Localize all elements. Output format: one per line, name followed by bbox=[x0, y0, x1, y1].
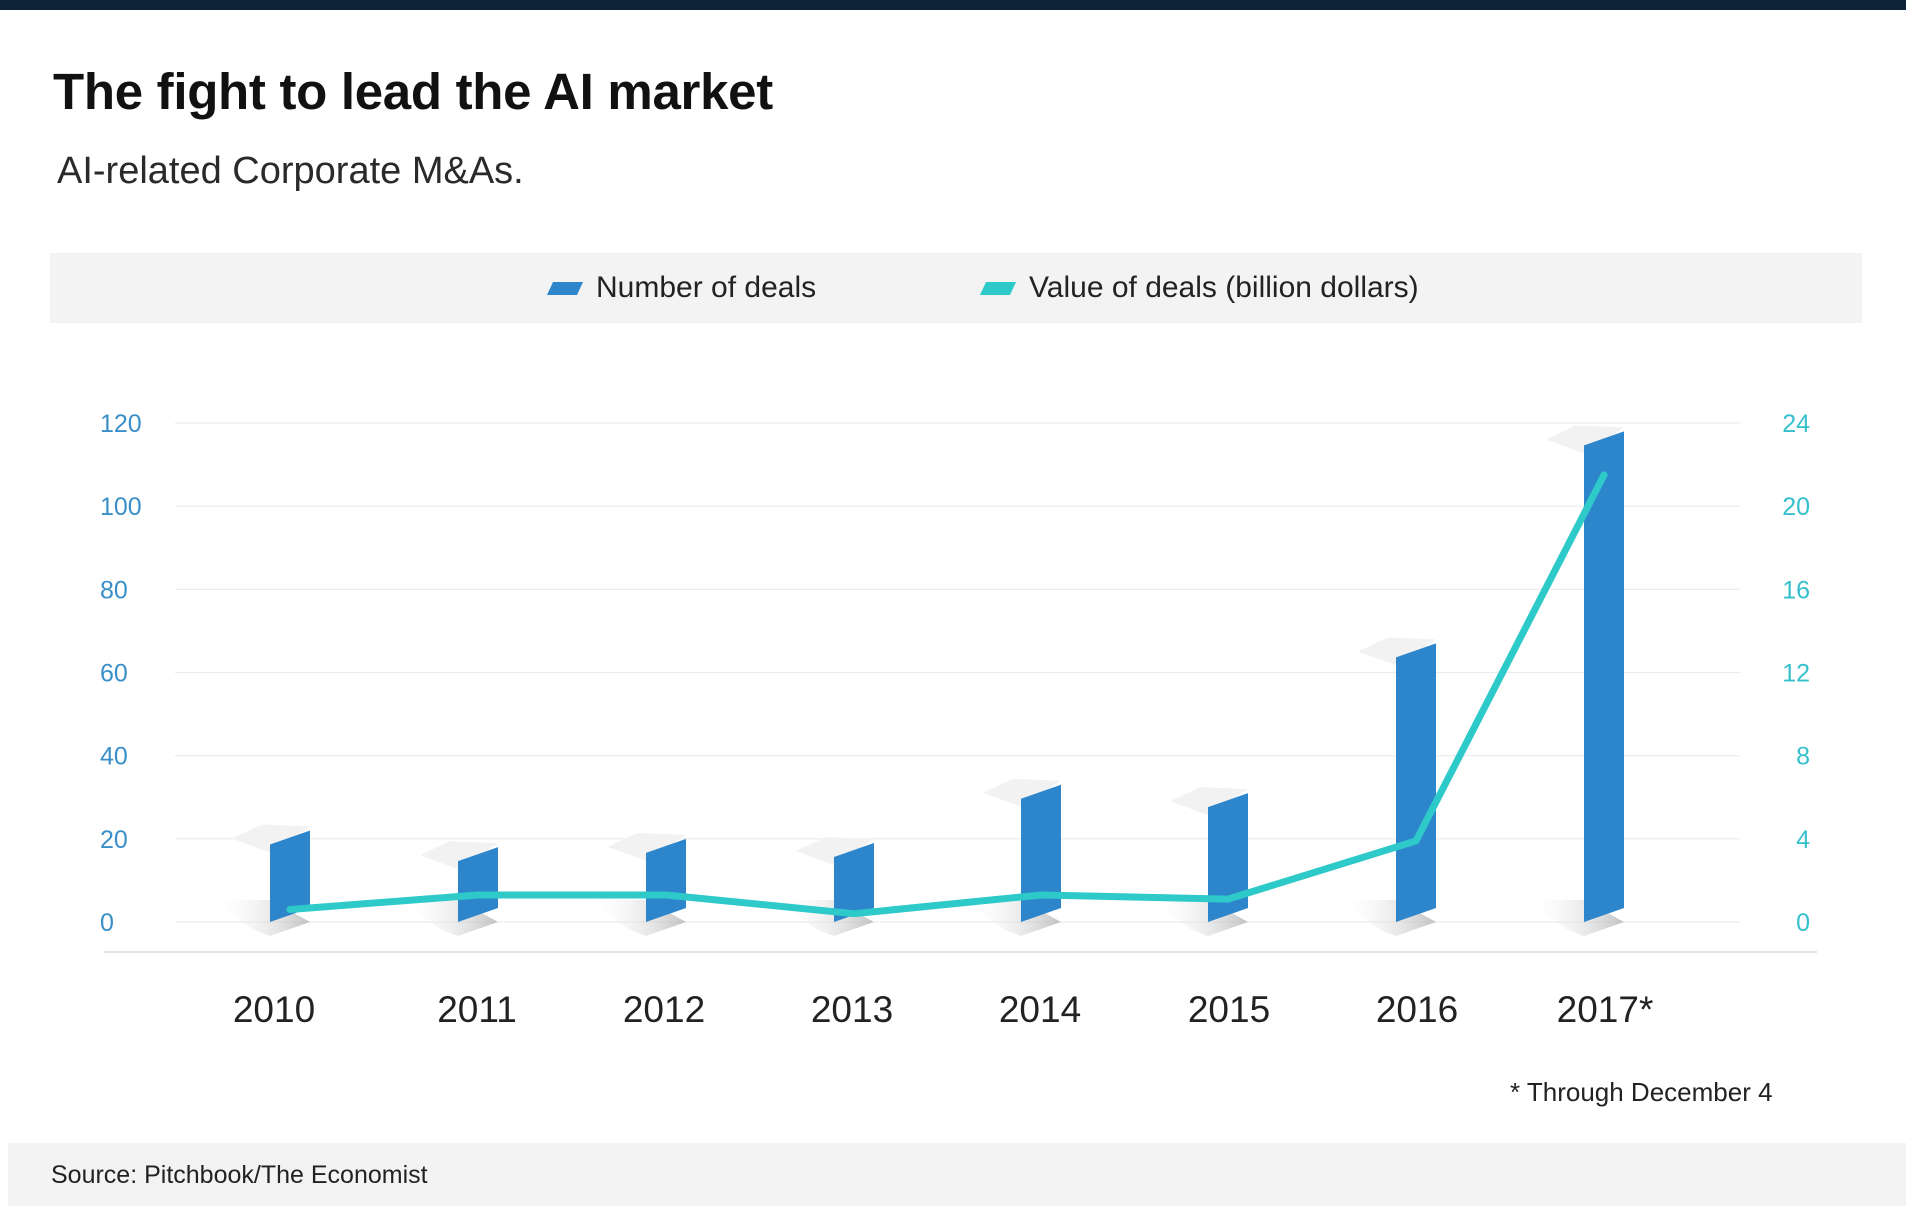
right-axis-tick-label: 8 bbox=[1796, 743, 1810, 771]
value-point bbox=[850, 910, 858, 918]
value-point bbox=[286, 906, 294, 914]
bar bbox=[270, 830, 310, 922]
footnote: * Through December 4 bbox=[1510, 1077, 1773, 1107]
legend-item-value-of-deals: Value of deals (billion dollars) bbox=[979, 271, 1419, 305]
x-axis-tick-label: 2017* bbox=[1557, 989, 1654, 1030]
x-axis-tick-label: 2012 bbox=[623, 989, 705, 1030]
bar bbox=[458, 847, 498, 922]
right-axis-tick-label: 4 bbox=[1796, 826, 1810, 854]
left-axis-tick-label: 40 bbox=[100, 743, 128, 771]
legend-label: Number of deals bbox=[596, 271, 817, 304]
bar bbox=[1584, 431, 1624, 922]
right-axis-tick-label: 20 bbox=[1782, 493, 1810, 521]
right-axis-tick-label: 0 bbox=[1796, 909, 1810, 937]
x-axis-tick-label: 2014 bbox=[999, 989, 1081, 1030]
x-axis-tick-label: 2011 bbox=[437, 989, 517, 1030]
chart-subtitle: AI-related Corporate M&As. bbox=[57, 150, 524, 192]
x-axis-tick-label: 2016 bbox=[1376, 989, 1458, 1030]
value-line bbox=[286, 471, 1608, 918]
right-axis-tick-label: 16 bbox=[1782, 576, 1810, 604]
x-axis-tick-label: 2010 bbox=[233, 989, 315, 1030]
left-axis-tick-label: 120 bbox=[100, 410, 142, 438]
top-accent-bar bbox=[0, 0, 1906, 10]
source-text: Source: Pitchbook/The Economist bbox=[51, 1161, 428, 1189]
bar bbox=[834, 842, 874, 922]
bar-cap bbox=[1358, 637, 1436, 666]
value-point bbox=[1412, 837, 1420, 845]
bar bbox=[1208, 793, 1248, 922]
value-point bbox=[1600, 471, 1608, 479]
combo-chart: 0 20 40 60 80 100 120 0 4 8 12 16 20 24 2010 2011 2012 20… bbox=[100, 410, 1817, 1030]
x-axis-tick-label: 2015 bbox=[1188, 989, 1270, 1030]
legend: Number of deals Value of deals (billion … bbox=[50, 253, 1862, 323]
bar-cap bbox=[1170, 787, 1248, 816]
value-point bbox=[662, 891, 670, 899]
right-axis-tick-label: 12 bbox=[1782, 660, 1810, 688]
right-axis-tick-label: 24 bbox=[1782, 410, 1810, 438]
left-axis-tick-label: 0 bbox=[100, 909, 114, 937]
bar-cap bbox=[1546, 425, 1624, 454]
left-axis-tick-label: 80 bbox=[100, 576, 128, 604]
chart-title: The fight to lead the AI market bbox=[53, 63, 773, 120]
left-axis-tick-label: 100 bbox=[100, 493, 142, 521]
bar-cap bbox=[420, 841, 498, 870]
bar bbox=[1396, 643, 1436, 922]
source-bar: Source: Pitchbook/The Economist bbox=[8, 1143, 1906, 1206]
bar bbox=[1021, 784, 1061, 922]
bar-cap bbox=[796, 836, 874, 865]
legend-item-number-of-deals: Number of deals bbox=[546, 271, 817, 305]
value-point bbox=[474, 891, 482, 899]
legend-label: Value of deals (billion dollars) bbox=[1029, 271, 1419, 304]
x-axis-tick-label: 2013 bbox=[811, 989, 893, 1030]
bar-cap bbox=[983, 778, 1061, 807]
bar bbox=[646, 838, 686, 922]
value-point bbox=[1037, 891, 1045, 899]
bar-cap bbox=[232, 824, 310, 853]
bar-cap bbox=[608, 832, 686, 861]
left-axis-tick-label: 60 bbox=[100, 660, 128, 688]
left-axis-tick-label: 20 bbox=[100, 826, 128, 854]
value-point bbox=[1224, 895, 1232, 903]
